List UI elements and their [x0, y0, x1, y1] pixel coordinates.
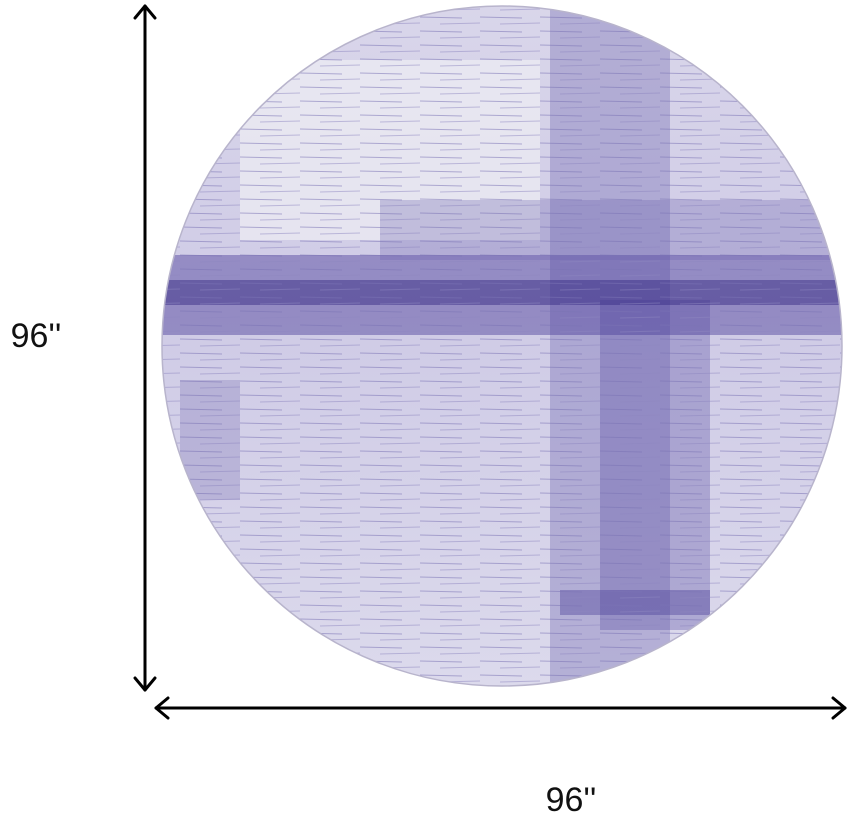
height-label: 96''	[11, 317, 62, 355]
width-label: 96''	[546, 781, 597, 819]
width-arrow	[154, 696, 847, 720]
rug-edge	[161, 5, 843, 687]
rug-texture	[162, 6, 842, 686]
height-arrow	[133, 4, 157, 692]
rug	[162, 6, 842, 686]
